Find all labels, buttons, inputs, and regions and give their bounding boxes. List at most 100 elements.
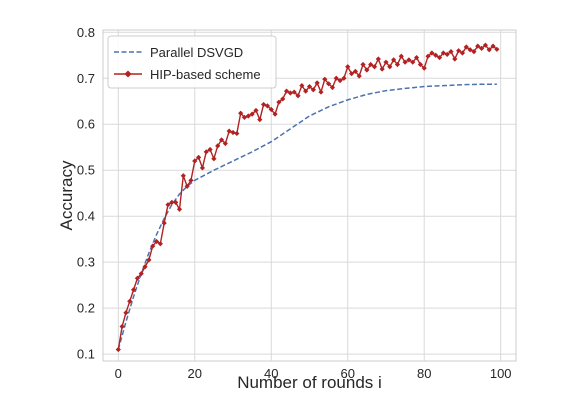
data-point xyxy=(173,199,179,205)
x-axis-label: Number of rounds i xyxy=(237,373,382,392)
data-point xyxy=(184,183,190,189)
data-point xyxy=(387,64,393,70)
data-point xyxy=(264,103,271,109)
data-point xyxy=(318,89,324,95)
data-point xyxy=(215,143,221,149)
data-point xyxy=(478,45,485,51)
data-point xyxy=(226,128,232,134)
data-point xyxy=(436,54,443,61)
y-tick-label: 0.1 xyxy=(77,347,95,362)
y-tick-label: 0.7 xyxy=(77,71,95,86)
data-point xyxy=(150,243,156,249)
data-point xyxy=(261,101,267,108)
data-point xyxy=(444,51,450,57)
data-point xyxy=(295,93,301,99)
data-point xyxy=(138,271,144,277)
data-point xyxy=(199,165,206,171)
data-point xyxy=(310,87,316,93)
y-tick-label: 0.8 xyxy=(77,25,95,40)
data-point xyxy=(306,83,313,90)
data-point xyxy=(115,346,121,353)
data-point xyxy=(169,199,175,205)
data-point xyxy=(360,61,366,68)
data-point xyxy=(383,59,389,65)
data-point xyxy=(364,67,370,73)
data-point xyxy=(146,257,152,263)
data-point xyxy=(130,287,137,293)
series-line-hip-based-scheme xyxy=(117,44,498,350)
x-tick-label: 0 xyxy=(115,366,122,381)
data-point xyxy=(192,158,198,164)
data-point xyxy=(157,241,163,247)
data-point xyxy=(291,89,297,95)
data-point xyxy=(153,238,160,245)
data-point xyxy=(218,137,225,143)
data-point xyxy=(452,56,458,62)
data-point xyxy=(249,111,255,117)
data-point xyxy=(241,114,248,120)
data-point xyxy=(425,53,431,59)
data-point xyxy=(203,149,209,155)
data-point xyxy=(123,310,129,316)
y-tick-label: 0.5 xyxy=(77,163,95,178)
data-point xyxy=(188,177,194,183)
data-point xyxy=(486,47,492,53)
data-point xyxy=(127,298,133,304)
data-point xyxy=(238,110,244,116)
data-point xyxy=(371,64,378,70)
data-point xyxy=(287,90,293,96)
y-tick-label: 0.3 xyxy=(77,255,95,270)
x-tick-label: 100 xyxy=(490,366,512,381)
data-point xyxy=(429,50,435,56)
data-point xyxy=(456,48,462,54)
data-point xyxy=(257,117,263,123)
data-point xyxy=(276,99,282,105)
x-tick-label: 40 xyxy=(264,366,278,381)
data-point xyxy=(482,42,489,48)
legend: Parallel DSVGD HIP-based scheme xyxy=(107,35,277,89)
data-point xyxy=(322,76,328,82)
legend-box xyxy=(107,35,277,89)
data-point xyxy=(391,57,397,63)
data-point xyxy=(433,52,439,58)
data-point xyxy=(440,50,446,56)
data-point xyxy=(406,57,412,63)
data-point xyxy=(345,64,351,70)
data-point xyxy=(283,88,290,94)
data-point xyxy=(490,43,496,49)
legend-label-parallel-dsvgd: Parallel DSVGD xyxy=(150,45,243,60)
data-point xyxy=(413,54,420,61)
data-point xyxy=(134,275,141,281)
data-point xyxy=(463,44,469,50)
data-point xyxy=(402,59,408,65)
data-point xyxy=(475,43,481,49)
data-point xyxy=(410,59,416,65)
data-point xyxy=(348,71,355,77)
data-point xyxy=(356,73,362,79)
data-point xyxy=(329,84,336,91)
legend-label-hip-based-scheme: HIP-based scheme xyxy=(150,67,261,82)
data-point xyxy=(272,111,278,117)
x-tick-label: 20 xyxy=(188,366,202,381)
data-point xyxy=(379,66,385,72)
data-point xyxy=(196,154,202,160)
data-point xyxy=(119,323,125,330)
y-tick-label: 0.4 xyxy=(77,209,95,224)
data-point xyxy=(211,156,217,162)
y-tick-label: 0.6 xyxy=(77,117,95,132)
data-point xyxy=(337,77,343,84)
data-point xyxy=(352,68,358,74)
data-point xyxy=(375,56,381,62)
data-point xyxy=(398,53,404,59)
data-point xyxy=(207,146,213,153)
y-tick-label: 0.2 xyxy=(77,301,95,316)
legend-marker-hip-based-scheme xyxy=(124,70,132,78)
data-point xyxy=(417,61,423,68)
data-point xyxy=(245,113,251,119)
data-point xyxy=(299,83,305,89)
data-point xyxy=(268,106,274,113)
data-point xyxy=(467,47,473,53)
data-point xyxy=(303,88,309,94)
plot-frame xyxy=(102,29,517,362)
